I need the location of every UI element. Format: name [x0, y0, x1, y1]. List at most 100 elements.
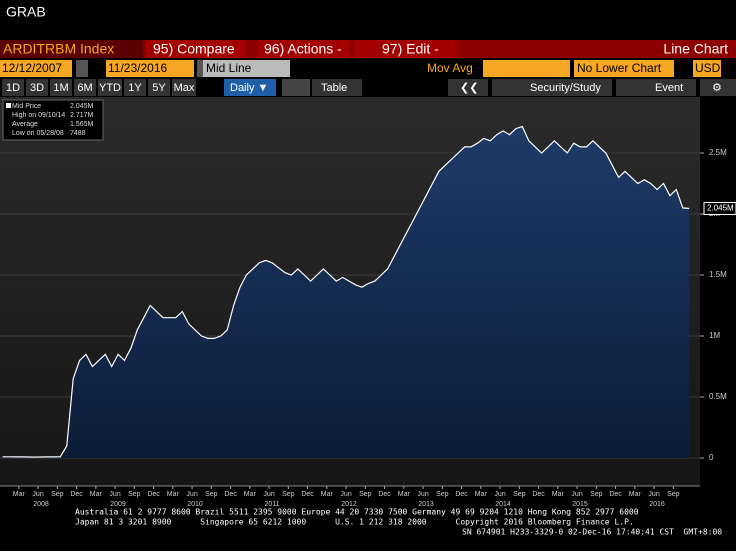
period-button[interactable]: [2, 79, 24, 96]
y-tick-label: 1M: [709, 331, 720, 340]
y-tick-label: 2.5M: [709, 148, 727, 157]
mov-avg: Mov Avg: [427, 61, 473, 75]
x-tick-label: Jun: [109, 491, 120, 498]
year-label: 2014: [495, 501, 511, 508]
back-button[interactable]: [448, 79, 488, 96]
period-button[interactable]: [98, 79, 122, 96]
mov-avg-field[interactable]: [483, 60, 570, 77]
period[interactable]: 3D: [30, 82, 44, 94]
period-button[interactable]: [124, 79, 146, 96]
x-tick-label: Jun: [340, 491, 351, 498]
x-tick-label: Jun: [417, 491, 428, 498]
frequency[interactable]: Daily ▼: [230, 82, 268, 94]
x-tick-label: Mar: [398, 491, 411, 498]
x-tick-label: Sep: [51, 491, 64, 498]
x-tick-label: Sep: [128, 491, 141, 498]
table-button[interactable]: [312, 79, 362, 96]
x-tick-label: Sep: [282, 491, 295, 498]
x-tick-label: Dec: [147, 491, 160, 498]
edit-button[interactable]: [355, 40, 457, 58]
settings-button[interactable]: [700, 79, 736, 96]
start-date[interactable]: 12/12/2007: [2, 61, 62, 75]
x-tick-label: Mar: [475, 491, 488, 498]
period-button[interactable]: [74, 79, 96, 96]
year-label: 2008: [33, 501, 49, 508]
end-date[interactable]: 11/23/2016: [108, 61, 167, 75]
end-date-field[interactable]: [106, 60, 194, 77]
period-button[interactable]: [172, 79, 196, 96]
footer-line: Australia 61 2 9777 8600 Brazil 5511 239…: [75, 508, 639, 517]
legend-value: 2.045M: [70, 103, 94, 110]
x-tick-label: Mar: [244, 491, 257, 498]
screen-title: GRAB: [6, 4, 46, 20]
period-button[interactable]: [50, 79, 72, 96]
period-button[interactable]: [26, 79, 48, 96]
legend-label: Average: [12, 121, 38, 128]
x-tick-label: Jun: [571, 491, 582, 498]
x-tick-label: Mar: [629, 491, 642, 498]
period-button[interactable]: [148, 79, 170, 96]
lower-chart[interactable]: No Lower Chart: [577, 61, 662, 75]
compare-button[interactable]: [146, 40, 246, 58]
security-study-button[interactable]: [492, 79, 612, 96]
period[interactable]: 5Y: [152, 82, 166, 94]
x-tick-label: Dec: [70, 491, 83, 498]
x-tick-label: Jun: [648, 491, 659, 498]
period[interactable]: 1D: [6, 82, 20, 94]
year-label: 2016: [649, 501, 665, 508]
x-tick-label: Sep: [667, 491, 680, 498]
settings-icon[interactable]: ⚙: [712, 82, 722, 94]
start-date-field[interactable]: [0, 60, 72, 77]
year-label: 2015: [572, 501, 588, 508]
frequency-button[interactable]: [224, 79, 276, 96]
x-tick-label: Mar: [167, 491, 180, 498]
legend-label: Low on 05/28/08: [12, 130, 64, 137]
footer-line: SN 674901 H233-3329-0 02-Dec-16 17:40:41…: [462, 528, 722, 537]
legend-label: Mid Price: [12, 103, 41, 110]
last-value: 2.045M: [707, 204, 734, 213]
chart-type: Line Chart: [663, 41, 728, 57]
period[interactable]: 6M: [77, 82, 92, 94]
x-tick-label: Dec: [609, 491, 622, 498]
actions[interactable]: 96) Actions -: [264, 41, 342, 57]
currency[interactable]: USD: [695, 61, 721, 75]
security-study[interactable]: Security/Study: [530, 82, 601, 94]
legend-box: [2, 99, 104, 141]
legend-swatch: [6, 103, 11, 108]
x-tick-label: Sep: [590, 491, 603, 498]
year-label: 2011: [264, 501, 279, 508]
x-tick-label: Sep: [359, 491, 372, 498]
table[interactable]: Table: [321, 82, 347, 94]
x-tick-label: Sep: [513, 491, 526, 498]
currency-field[interactable]: [693, 60, 721, 77]
compare[interactable]: 95) Compare: [153, 41, 235, 57]
event-button[interactable]: [616, 79, 696, 96]
period[interactable]: Max: [174, 82, 195, 94]
x-tick-label: Mar: [552, 491, 565, 498]
edit[interactable]: 97) Edit -: [382, 41, 439, 57]
x-tick-label: Jun: [263, 491, 274, 498]
line: [2, 125, 690, 458]
x-tick-label: Mar: [321, 491, 334, 498]
back-icon[interactable]: ❮❮: [460, 82, 478, 94]
chart-icon-button[interactable]: [282, 79, 310, 96]
x-tick-label: Mar: [90, 491, 103, 498]
period[interactable]: 1M: [53, 82, 68, 94]
year-label: 2009: [110, 501, 126, 508]
x-tick-label: Dec: [532, 491, 545, 498]
event[interactable]: Event: [655, 82, 683, 94]
footer-line: Japan 81 3 3201 8900 Singapore 65 6212 1…: [75, 518, 634, 527]
mode[interactable]: Mid Line: [206, 61, 252, 75]
legend-value: 2.717M: [70, 112, 94, 119]
y-tick-label: 1.5M: [709, 270, 727, 279]
mode-field[interactable]: [203, 60, 290, 77]
last-value-tag: [703, 202, 736, 216]
period[interactable]: YTD: [99, 82, 121, 94]
area: [2, 126, 690, 459]
period[interactable]: 1Y: [128, 82, 142, 94]
x-tick-label: Dec: [224, 491, 237, 498]
lower-chart-field[interactable]: [574, 60, 674, 77]
year-label: 2013: [418, 501, 434, 508]
actions-button[interactable]: [258, 40, 350, 58]
